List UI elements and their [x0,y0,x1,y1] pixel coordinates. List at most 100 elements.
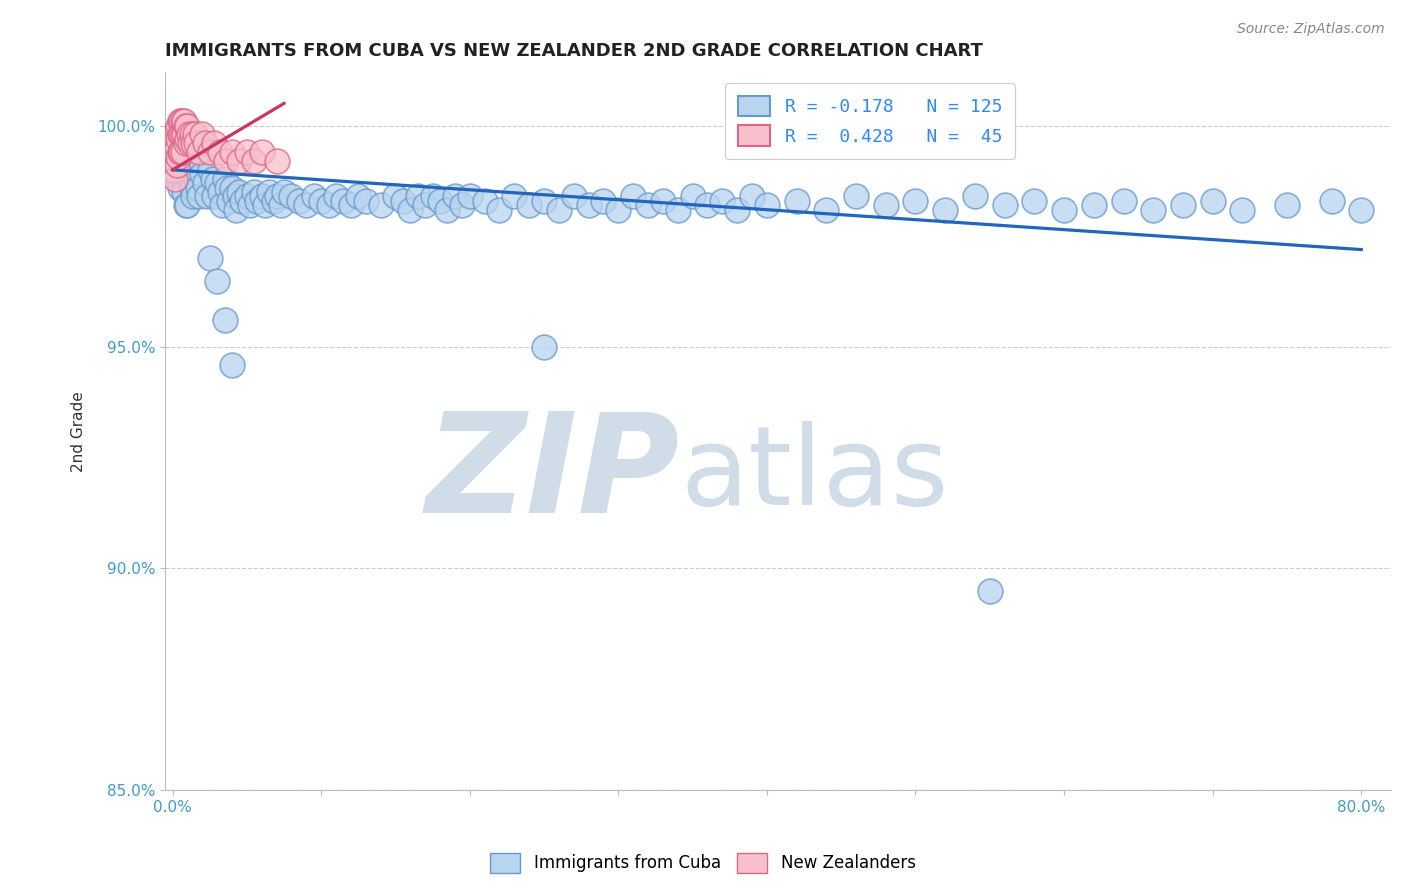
Point [174,119,197,133]
Point [166,123,188,137]
Point [422,189,444,203]
Point [167,150,190,164]
Point [214,313,236,327]
Point [179,136,201,151]
Point [217,180,239,194]
Point [205,176,228,190]
Point [176,198,198,212]
Point [169,180,191,194]
Point [578,198,600,212]
Point [696,198,718,212]
Point [354,194,377,208]
Point [180,180,202,194]
Point [273,185,295,199]
Point [172,136,194,151]
Point [173,114,195,128]
Point [170,145,193,160]
Point [1112,194,1135,208]
Point [503,189,526,203]
Point [288,194,311,208]
Point [280,189,302,203]
Point [174,136,197,151]
Point [165,145,187,160]
Point [174,145,197,160]
Point [370,198,392,212]
Point [205,274,228,288]
Point [165,171,187,186]
Point [221,180,243,194]
Point [191,128,214,142]
Point [266,153,288,168]
Point [179,171,201,186]
Point [266,189,288,203]
Point [165,153,187,168]
Point [340,198,363,212]
Point [243,153,266,168]
Point [682,189,704,203]
Point [176,119,198,133]
Point [1232,202,1254,217]
Point [295,198,318,212]
Point [166,158,188,172]
Point [169,145,191,160]
Point [246,194,269,208]
Point [1053,202,1076,217]
Point [163,128,186,142]
Point [187,180,209,194]
Point [169,114,191,128]
Point [236,145,259,160]
Point [218,194,240,208]
Point [181,136,204,151]
Point [167,171,190,186]
Point [188,145,211,160]
Point [228,153,250,168]
Point [392,194,415,208]
Point [666,202,689,217]
Point [167,132,190,146]
Point [195,189,218,203]
Point [621,189,644,203]
Point [451,198,474,212]
Point [263,194,285,208]
Point [202,136,225,151]
Point [194,176,217,190]
Point [184,162,207,177]
Point [169,153,191,168]
Point [236,189,259,203]
Point [257,185,280,199]
Point [231,194,253,208]
Point [172,128,194,142]
Point [458,189,481,203]
Point [1275,198,1298,212]
Point [786,194,808,208]
Point [1142,202,1164,217]
Point [163,162,186,177]
Point [979,583,1001,598]
Point [934,202,956,217]
Point [186,171,208,186]
Point [302,189,325,203]
Point [250,189,273,203]
Point [963,189,986,203]
Point [202,189,225,203]
Point [174,198,197,212]
Point [172,171,194,186]
Point [436,202,458,217]
Point [533,194,555,208]
Point [201,171,224,186]
Point [228,185,250,199]
Point [1350,202,1372,217]
Point [815,202,838,217]
Point [194,136,217,151]
Text: ZIP: ZIP [426,407,681,541]
Point [198,252,221,266]
Point [429,194,451,208]
Point [533,340,555,354]
Point [198,162,221,177]
Point [221,358,243,372]
Point [167,132,190,146]
Point [406,189,429,203]
Point [172,145,194,160]
Point [875,198,897,212]
Legend: Immigrants from Cuba, New Zealanders: Immigrants from Cuba, New Zealanders [484,847,922,880]
